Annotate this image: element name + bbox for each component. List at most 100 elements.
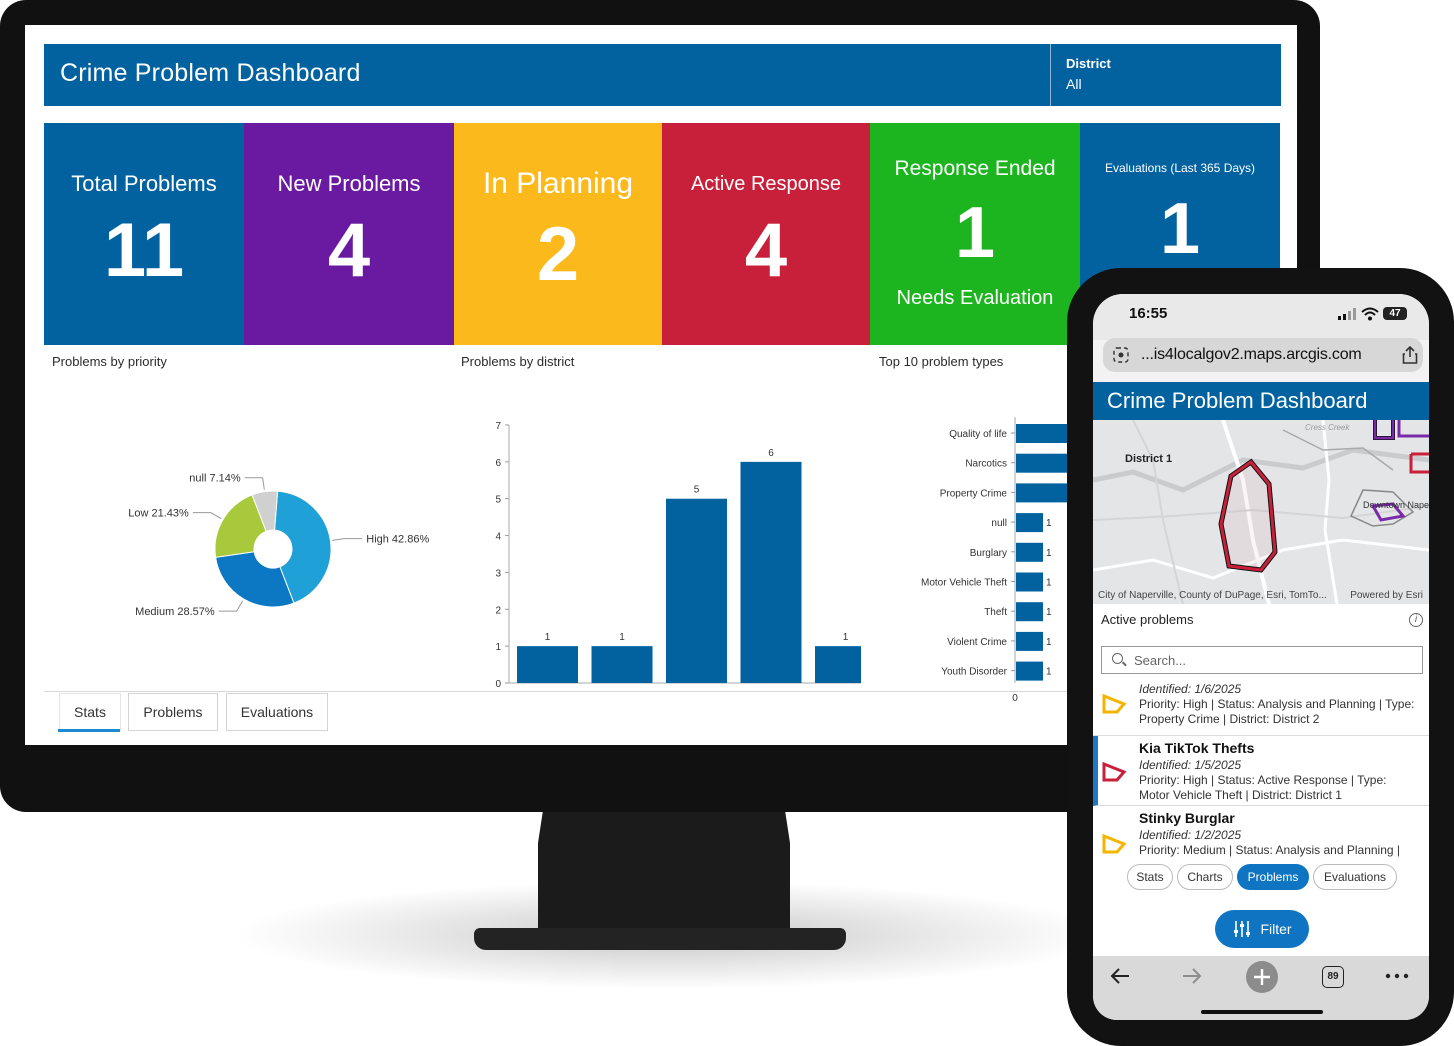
tab-stats[interactable]: Stats [59, 693, 121, 731]
map-label-district-1: District 1 [1125, 453, 1172, 465]
info-icon[interactable]: i [1409, 613, 1423, 627]
polygon-icon [1102, 762, 1127, 782]
district-bar-chart: 012345671null1District 15District 26Dist… [495, 421, 861, 687]
mobile-tab-problems[interactable]: Problems [1237, 864, 1309, 890]
search-box[interactable] [1101, 646, 1423, 674]
pie-chart-title: Problems by priority [52, 354, 167, 369]
share-icon[interactable] [1402, 346, 1418, 364]
cellular-signal-icon [1338, 308, 1356, 320]
kpi-value: 4 [744, 208, 788, 293]
kpi-value: 1 [1159, 189, 1201, 269]
item-date: Identified: 1/5/2025 [1139, 758, 1242, 772]
tabs-count-icon[interactable]: 89 [1322, 966, 1344, 988]
kpi-new-problems: New Problems 4 [244, 123, 454, 345]
mobile-tab-charts[interactable]: Charts [1177, 864, 1233, 890]
problem-types-bar-chart: Quality of lifeNarcotics2Property Crime2… [921, 417, 1075, 704]
new-tab-icon[interactable] [1245, 960, 1279, 994]
hbar-chart-title: Top 10 problem types [879, 354, 1004, 369]
bar [815, 646, 861, 683]
kpi-sublabel: Needs Evaluation [896, 287, 1054, 309]
map-powered-by[interactable]: Powered by Esri [1350, 590, 1423, 601]
tab-problems[interactable]: Problems [128, 693, 218, 731]
bar-data-label: 1 [1046, 607, 1052, 618]
site-settings-icon[interactable] [1113, 347, 1129, 363]
search-input[interactable] [1134, 651, 1404, 669]
item-date: Identified: 1/2/2025 [1139, 828, 1242, 842]
bar [1016, 483, 1070, 503]
filter-area: Filter [1093, 902, 1429, 958]
y-tick-label: null [991, 518, 1007, 529]
y-tick-label: 7 [495, 421, 501, 432]
mobile-page-title: Crime Problem Dashboard [1107, 388, 1368, 413]
more-icon[interactable] [1385, 972, 1409, 980]
item-date: Identified: 1/6/2025 [1139, 684, 1242, 696]
home-indicator [1201, 1010, 1323, 1014]
mobile-dashboard: 16:55 47 ...is4loc [1093, 294, 1429, 1020]
item-name: Kia TikTok Thefts [1139, 740, 1255, 756]
list-title: Active problems [1101, 612, 1194, 627]
list-item-selected[interactable]: Kia TikTok Thefts Identified: 1/5/2025 P… [1093, 736, 1429, 806]
mobile-tab-evaluations[interactable]: Evaluations [1313, 864, 1397, 890]
map-label-cress-creek: Cress Creek [1305, 423, 1350, 432]
kpi-label: Evaluations (Last 365 Days) [1104, 161, 1256, 175]
problems-map[interactable]: District 1 Cress Creek Downtown Napervil… [1093, 420, 1429, 604]
battery-icon: 47 [1383, 307, 1407, 320]
item-meta: Priority: Medium | Status: Analysis and … [1139, 843, 1401, 857]
page-title: Crime Problem Dashboard [60, 59, 361, 87]
active-tab-indicator [58, 729, 120, 732]
bar-data-label: 1 [1046, 637, 1052, 648]
wifi-icon [1361, 307, 1379, 321]
pie-callout-line [218, 600, 244, 612]
pie-slice [273, 490, 332, 604]
y-tick-label: 5 [495, 495, 501, 506]
search-container [1093, 640, 1429, 684]
bar [1016, 453, 1070, 473]
battery-level: 47 [1389, 308, 1401, 319]
header-divider [1050, 44, 1051, 106]
bar [591, 646, 653, 683]
bar [1016, 424, 1075, 443]
bar [740, 461, 802, 683]
bar-data-label: 6 [768, 448, 774, 459]
mobile-tab-stats[interactable]: Stats [1127, 864, 1173, 890]
forward-icon[interactable] [1179, 966, 1203, 986]
mobile-dashboard-header: Crime Problem Dashboard [1093, 382, 1429, 420]
browser-address-bar[interactable]: ...is4localgov2.maps.arcgis.com [1103, 338, 1423, 372]
pie-callout-line [192, 512, 222, 520]
url-text[interactable]: ...is4localgov2.maps.arcgis.com [1141, 346, 1362, 363]
bar [1016, 542, 1043, 562]
pie-slice [251, 490, 279, 532]
pie-slice [215, 551, 295, 608]
list-item[interactable]: Identified: 1/6/2025 Priority: High | St… [1093, 684, 1429, 736]
pie-callout-line [332, 538, 363, 541]
item-meta: Priority: High | Status: Active Response… [1139, 773, 1387, 802]
kpi-response-ended: Response Ended 1 Needs Evaluation [870, 123, 1080, 345]
pie-slice [214, 494, 267, 558]
district-filter-value[interactable]: All [1066, 76, 1082, 92]
bar-data-label: 1 [1046, 548, 1052, 559]
y-tick-label: 6 [495, 458, 501, 469]
kpi-value: 1 [954, 193, 996, 273]
filter-label: Filter [1260, 921, 1292, 937]
list-item[interactable]: Stinky Burglar Identified: 1/2/2025 Prio… [1093, 806, 1429, 858]
search-icon [1112, 653, 1123, 664]
dashboard-header: Crime Problem Dashboard District All [44, 44, 1281, 106]
filter-button[interactable]: Filter [1215, 910, 1309, 948]
phone-frame: 16:55 47 ...is4loc [1067, 268, 1454, 1046]
kpi-label: New Problems [277, 171, 421, 196]
map-canvas[interactable]: District 1 Cress Creek Downtown Napervil… [1093, 420, 1429, 604]
y-tick-label: 1 [495, 642, 501, 653]
y-tick-label: Property Crime [940, 488, 1008, 499]
bar [1016, 602, 1043, 622]
bar-data-label: 1 [843, 632, 849, 643]
y-tick-label: 4 [495, 532, 501, 543]
y-tick-label: Theft [984, 607, 1007, 618]
problems-list: Identified: 1/6/2025 Priority: High | St… [1093, 684, 1429, 858]
item-name: Stinky Burglar [1139, 810, 1235, 826]
back-icon[interactable] [1109, 966, 1133, 986]
district-filter-label[interactable]: District [1066, 56, 1111, 71]
tab-evaluations[interactable]: Evaluations [226, 693, 328, 731]
y-tick-label: Youth Disorder [941, 667, 1007, 678]
bar-data-label: 1 [1046, 518, 1052, 529]
kpi-total-problems: Total Problems 11 [44, 123, 244, 345]
